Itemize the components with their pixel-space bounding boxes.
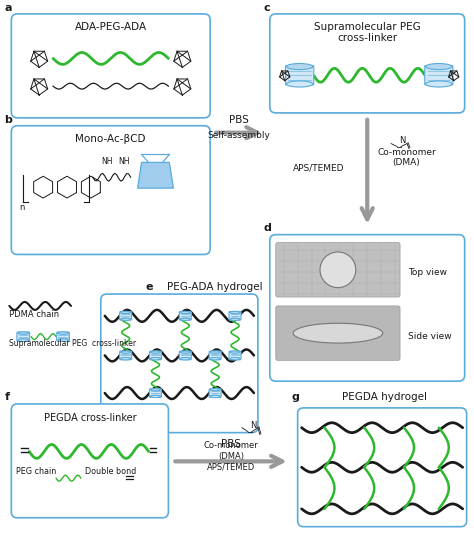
Ellipse shape xyxy=(293,323,383,343)
FancyBboxPatch shape xyxy=(57,332,69,341)
Text: PEG chain: PEG chain xyxy=(16,467,56,476)
Text: NH: NH xyxy=(118,157,130,166)
FancyBboxPatch shape xyxy=(209,351,221,360)
FancyBboxPatch shape xyxy=(119,311,132,320)
Text: Supramolecular PEG
cross-linker: Supramolecular PEG cross-linker xyxy=(314,22,420,43)
Text: e: e xyxy=(146,282,153,292)
Text: PEGDA hydrogel: PEGDA hydrogel xyxy=(342,392,427,402)
Ellipse shape xyxy=(180,357,191,360)
Text: ADA-PEG-ADA: ADA-PEG-ADA xyxy=(75,22,147,32)
Text: Co-monomer
(DMA): Co-monomer (DMA) xyxy=(377,148,436,167)
FancyBboxPatch shape xyxy=(149,389,162,398)
Text: Double bond: Double bond xyxy=(85,467,136,476)
FancyBboxPatch shape xyxy=(298,408,466,526)
Text: PBS: PBS xyxy=(221,439,241,449)
Ellipse shape xyxy=(18,339,28,341)
Ellipse shape xyxy=(121,318,131,320)
Ellipse shape xyxy=(180,318,191,320)
Ellipse shape xyxy=(58,332,68,334)
Ellipse shape xyxy=(426,81,452,87)
Text: PEGDA cross-linker: PEGDA cross-linker xyxy=(44,413,136,423)
Text: Self-assembly: Self-assembly xyxy=(208,131,271,140)
FancyBboxPatch shape xyxy=(11,404,168,518)
Text: Side view: Side view xyxy=(408,332,452,341)
Ellipse shape xyxy=(121,357,131,360)
Ellipse shape xyxy=(230,351,240,353)
Text: n: n xyxy=(19,203,25,212)
FancyBboxPatch shape xyxy=(270,235,465,381)
Text: N: N xyxy=(250,421,256,430)
Ellipse shape xyxy=(210,357,220,360)
Circle shape xyxy=(320,252,356,288)
Ellipse shape xyxy=(18,332,28,334)
FancyBboxPatch shape xyxy=(101,294,258,433)
Ellipse shape xyxy=(121,351,131,353)
Ellipse shape xyxy=(210,395,220,398)
Text: N: N xyxy=(399,135,405,144)
FancyBboxPatch shape xyxy=(276,242,400,297)
Ellipse shape xyxy=(180,311,191,314)
FancyBboxPatch shape xyxy=(209,389,221,398)
Text: g: g xyxy=(292,392,300,402)
FancyBboxPatch shape xyxy=(179,311,191,320)
FancyBboxPatch shape xyxy=(179,351,191,360)
Text: Supramolecular PEG  cross-linker: Supramolecular PEG cross-linker xyxy=(9,339,137,348)
FancyBboxPatch shape xyxy=(11,126,210,255)
Text: NH: NH xyxy=(101,157,112,166)
Ellipse shape xyxy=(286,81,313,87)
FancyBboxPatch shape xyxy=(119,351,132,360)
FancyBboxPatch shape xyxy=(276,306,400,361)
Text: a: a xyxy=(4,3,12,13)
FancyBboxPatch shape xyxy=(229,311,241,320)
Ellipse shape xyxy=(58,339,68,341)
Ellipse shape xyxy=(180,351,191,353)
Text: Co-monomer
(DMA)
APS/TEMED: Co-monomer (DMA) APS/TEMED xyxy=(204,441,258,471)
FancyBboxPatch shape xyxy=(11,14,210,118)
Ellipse shape xyxy=(210,388,220,391)
Ellipse shape xyxy=(230,318,240,320)
FancyBboxPatch shape xyxy=(229,351,241,360)
Ellipse shape xyxy=(230,357,240,360)
Text: PBS: PBS xyxy=(229,115,249,125)
Text: Top view: Top view xyxy=(408,268,447,277)
Ellipse shape xyxy=(150,388,161,391)
Text: PEG-ADA hydrogel: PEG-ADA hydrogel xyxy=(167,282,263,292)
Text: PDMA chain: PDMA chain xyxy=(9,310,59,319)
Text: Mono-Ac-βCD: Mono-Ac-βCD xyxy=(75,134,146,144)
FancyBboxPatch shape xyxy=(270,14,465,113)
Ellipse shape xyxy=(286,64,313,70)
FancyBboxPatch shape xyxy=(425,66,453,85)
Ellipse shape xyxy=(150,351,161,353)
Ellipse shape xyxy=(121,311,131,314)
Ellipse shape xyxy=(150,395,161,398)
FancyBboxPatch shape xyxy=(149,351,162,360)
Polygon shape xyxy=(137,163,173,188)
Ellipse shape xyxy=(210,351,220,353)
FancyBboxPatch shape xyxy=(17,332,29,341)
Text: f: f xyxy=(4,392,9,402)
FancyBboxPatch shape xyxy=(285,66,314,85)
Text: d: d xyxy=(264,223,272,233)
Ellipse shape xyxy=(150,357,161,360)
Text: APS/TEMED: APS/TEMED xyxy=(293,163,345,172)
Text: c: c xyxy=(264,3,271,13)
Ellipse shape xyxy=(426,64,452,70)
Text: b: b xyxy=(4,115,12,125)
Ellipse shape xyxy=(230,311,240,314)
